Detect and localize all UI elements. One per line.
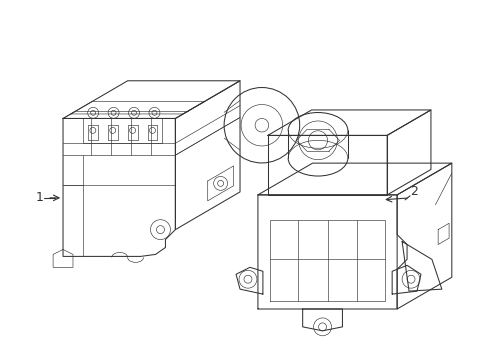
Text: 2: 2 — [409, 185, 417, 198]
Text: 1: 1 — [35, 192, 43, 204]
